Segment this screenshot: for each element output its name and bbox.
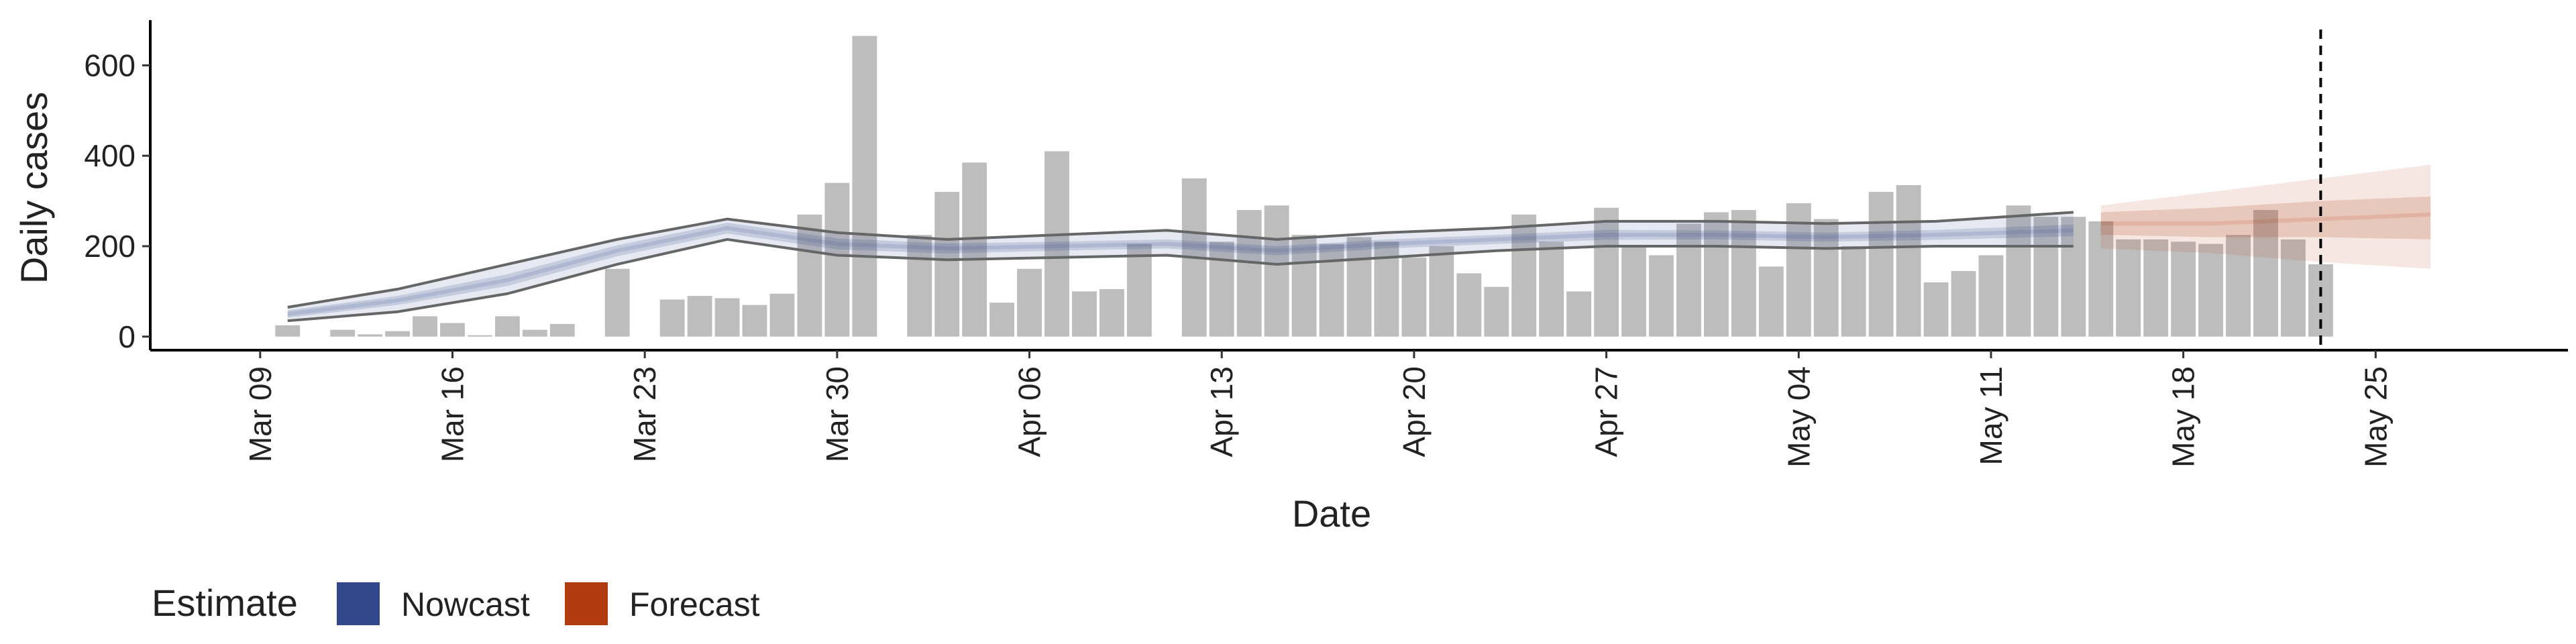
- x-tick-label: Apr 20: [1397, 366, 1432, 458]
- x-tick-label: May 25: [2358, 366, 2393, 468]
- bar: [1703, 212, 1729, 337]
- bar: [275, 325, 301, 337]
- bar: [1264, 205, 1289, 337]
- x-tick-label: May 11: [1974, 366, 2008, 465]
- bar: [1621, 246, 1646, 337]
- bar: [2033, 217, 2059, 337]
- bar: [549, 323, 575, 337]
- x-axis-title: Date: [1292, 492, 1371, 535]
- bar: [494, 316, 520, 337]
- bar: [2061, 217, 2086, 337]
- y-tick-label: 0: [118, 319, 136, 354]
- x-tick-label: Mar 09: [243, 366, 278, 462]
- x-tick-label: Apr 27: [1589, 366, 1624, 458]
- bar: [522, 329, 547, 337]
- bar: [1209, 241, 1234, 337]
- bar: [1868, 192, 1894, 337]
- bar: [1401, 257, 1427, 337]
- bar: [1813, 219, 1839, 337]
- bar: [2198, 244, 2224, 337]
- bar: [1594, 207, 1619, 337]
- bar: [852, 36, 877, 337]
- bar: [797, 214, 822, 337]
- bar: [989, 303, 1015, 337]
- x-tick-label: Mar 30: [820, 366, 855, 462]
- bar: [1923, 282, 1949, 337]
- bar: [2253, 210, 2278, 337]
- bar: [1539, 241, 1564, 337]
- bar: [1126, 244, 1152, 337]
- y-tick-label: 200: [84, 229, 136, 264]
- bar: [468, 335, 492, 337]
- bar: [1511, 214, 1537, 337]
- bar: [687, 296, 712, 337]
- bar: [1099, 289, 1124, 337]
- bar: [385, 331, 411, 337]
- bar: [1951, 271, 1976, 337]
- y-tick-label: 400: [84, 138, 136, 173]
- bar: [742, 305, 767, 337]
- bar: [1044, 151, 1069, 337]
- bar: [1072, 291, 1097, 337]
- bar: [2143, 239, 2169, 337]
- bar: [1731, 210, 1756, 337]
- x-tick-label: Apr 13: [1204, 366, 1239, 458]
- bar: [1896, 185, 1921, 337]
- bar: [1429, 246, 1454, 337]
- median-line: [287, 225, 2074, 317]
- legend-label: Nowcast: [401, 586, 530, 623]
- bar: [1484, 286, 1509, 337]
- bar: [2006, 205, 2031, 337]
- x-tick-label: Apr 06: [1012, 366, 1047, 458]
- bar: [330, 329, 356, 337]
- bar: [714, 298, 740, 337]
- band-90: [2100, 164, 2431, 269]
- bar: [1649, 255, 1674, 337]
- bar: [962, 162, 987, 337]
- bar: [2171, 241, 2196, 337]
- bar: [2281, 239, 2306, 337]
- bar: [1676, 223, 1701, 337]
- band-50: [287, 222, 2074, 318]
- bar: [2226, 235, 2251, 337]
- x-tick-label: Mar 23: [627, 366, 662, 462]
- bar: [769, 293, 795, 337]
- bar: [1566, 291, 1592, 337]
- bar: [413, 316, 437, 337]
- bar: [1017, 268, 1042, 337]
- legend-title: Estimate: [152, 582, 298, 624]
- bar: [1841, 246, 1866, 337]
- bar: [659, 299, 685, 337]
- bar: [2116, 239, 2141, 337]
- band-50: [2100, 196, 2431, 239]
- bar: [1456, 273, 1482, 337]
- bar: [604, 268, 630, 337]
- bar: [1978, 255, 2004, 337]
- bar: [824, 182, 850, 337]
- bar: [1346, 237, 1372, 337]
- bar: [440, 323, 465, 337]
- upper-line: [287, 211, 2074, 309]
- x-tick-label: May 18: [2166, 366, 2201, 468]
- bar: [934, 192, 960, 337]
- y-tick-label: 600: [84, 48, 136, 83]
- x-tick-label: Mar 16: [435, 366, 470, 462]
- bar: [1758, 266, 1784, 337]
- bar: [1236, 210, 1262, 337]
- bar: [2088, 221, 2114, 337]
- legend-swatch: [565, 582, 608, 625]
- legend-label: Forecast: [629, 586, 760, 623]
- y-axis-title: Daily cases: [13, 92, 55, 284]
- x-tick-label: May 04: [1781, 366, 1816, 468]
- bar: [1786, 203, 1811, 337]
- lower-line: [287, 237, 2074, 323]
- legend-swatch: [337, 582, 380, 625]
- median-line: [2100, 212, 2431, 226]
- bar: [907, 235, 932, 337]
- bar: [358, 334, 383, 337]
- bar: [1291, 235, 1317, 337]
